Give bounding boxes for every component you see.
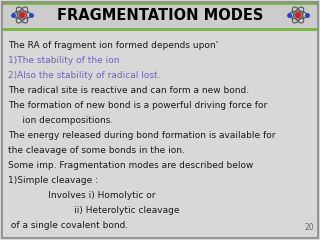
Text: 1)The stability of the ion: 1)The stability of the ion xyxy=(8,56,119,65)
Text: The energy released during bond formation is available for: The energy released during bond formatio… xyxy=(8,131,276,140)
Text: Some imp. Fragmentation modes are described below: Some imp. Fragmentation modes are descri… xyxy=(8,161,253,170)
Circle shape xyxy=(295,12,300,18)
Bar xyxy=(2,2,318,5)
Text: Involves i) Homolytic or: Involves i) Homolytic or xyxy=(8,191,156,200)
Text: 20: 20 xyxy=(304,223,314,232)
Text: ii) Heterolytic cleavage: ii) Heterolytic cleavage xyxy=(8,206,180,215)
Text: of a single covalent bond.: of a single covalent bond. xyxy=(8,221,128,230)
Bar xyxy=(2,28,318,31)
Text: 1)Simple cleavage :: 1)Simple cleavage : xyxy=(8,176,98,185)
Text: The formation of new bond is a powerful driving force for: The formation of new bond is a powerful … xyxy=(8,101,267,110)
Text: the cleavage of some bonds in the ion.: the cleavage of some bonds in the ion. xyxy=(8,146,185,155)
Circle shape xyxy=(20,12,25,18)
Text: 2)Also the stability of radical lost.: 2)Also the stability of radical lost. xyxy=(8,71,161,80)
Text: FRAGMENTATION MODES: FRAGMENTATION MODES xyxy=(57,8,263,23)
Text: The radical site is reactive and can form a new bond.: The radical site is reactive and can for… xyxy=(8,86,249,95)
Text: The RA of fragment ion formed depends upon’: The RA of fragment ion formed depends up… xyxy=(8,41,218,50)
Bar xyxy=(2,31,318,240)
Bar xyxy=(2,2,318,28)
Text: ion decompositions.: ion decompositions. xyxy=(8,116,113,125)
